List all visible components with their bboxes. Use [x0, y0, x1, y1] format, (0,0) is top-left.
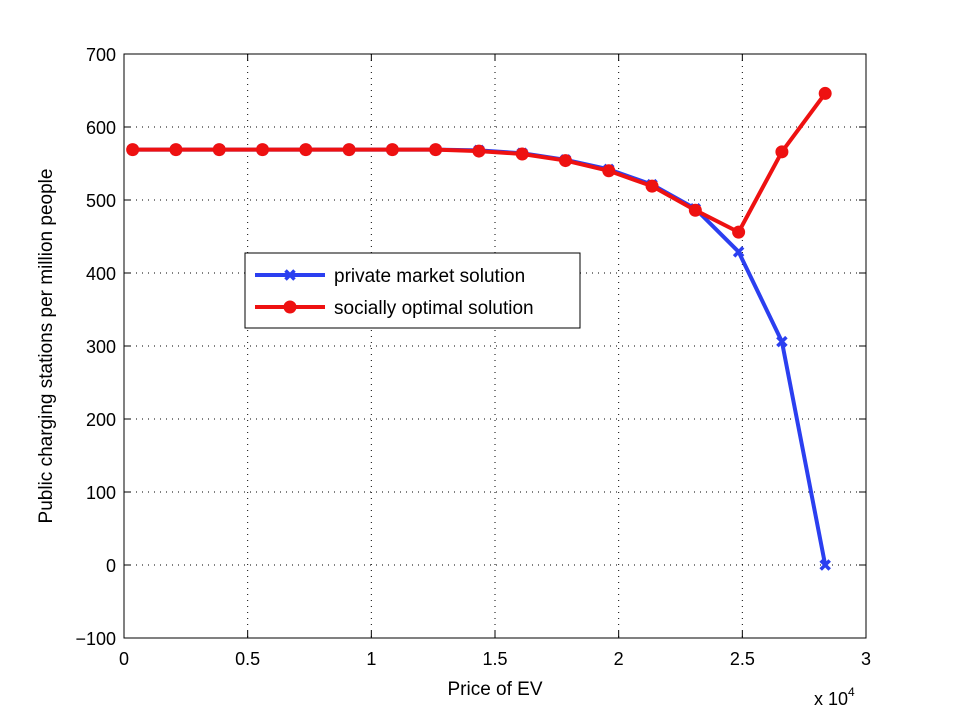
series-socially-optimal	[126, 86, 832, 239]
legend-entry: private market solution	[255, 266, 525, 287]
y-tick-label: 100	[86, 483, 116, 503]
series-line	[132, 92, 827, 235]
y-axis-label: Public charging stations per million peo…	[36, 169, 57, 524]
legend-marker	[283, 300, 297, 314]
series-private-market	[126, 143, 831, 571]
y-tick-label: 0	[106, 556, 116, 576]
data-point	[256, 143, 270, 157]
y-tick-label: 400	[86, 264, 116, 284]
x-multiplier-exponent: 4	[848, 685, 855, 699]
y-tick-label: −100	[75, 629, 116, 649]
data-point	[299, 143, 313, 157]
y-tick-label: 500	[86, 191, 116, 211]
data-point	[818, 86, 832, 100]
data-point	[169, 143, 183, 157]
data-point	[126, 143, 140, 157]
series-layer	[126, 86, 832, 571]
x-tick-label: 1	[366, 649, 376, 669]
x-tick-label: 0.5	[235, 649, 260, 669]
x-tick-label: 0	[119, 649, 129, 669]
data-point	[775, 145, 789, 159]
data-point	[558, 154, 572, 168]
data-point	[645, 179, 659, 193]
data-point	[688, 203, 702, 217]
legend-label: socially optimal solution	[334, 298, 534, 319]
x-tick-label: 3	[861, 649, 871, 669]
legend-marker	[284, 269, 296, 281]
data-point	[602, 164, 616, 178]
x-tick-label: 2	[614, 649, 624, 669]
x-axis-label: Price of EV	[447, 679, 542, 700]
data-point	[385, 143, 399, 157]
x-tick-label: 1.5	[482, 649, 507, 669]
y-tick-label: 300	[86, 337, 116, 357]
data-point	[732, 225, 746, 239]
data-point	[776, 335, 788, 348]
legend-entry: socially optimal solution	[255, 298, 534, 319]
legend-box	[244, 252, 581, 329]
x-multiplier-base: x 10	[814, 689, 848, 709]
data-point	[819, 559, 831, 571]
y-tick-label: 200	[86, 410, 116, 430]
data-point	[515, 147, 529, 161]
y-tick-label: 700	[86, 45, 116, 65]
legend-label: private market solution	[334, 266, 525, 287]
data-point	[472, 144, 486, 158]
x-axis-multiplier: x 104	[814, 685, 855, 709]
series-line	[132, 147, 828, 566]
x-tick-label: 2.5	[730, 649, 755, 669]
data-point	[342, 143, 356, 157]
legend: private market solution socially optimal …	[244, 252, 581, 329]
data-point	[732, 246, 745, 258]
y-tick-label: 600	[86, 118, 116, 138]
data-point	[429, 143, 443, 157]
grid-lines	[124, 54, 866, 638]
data-point	[212, 143, 226, 157]
